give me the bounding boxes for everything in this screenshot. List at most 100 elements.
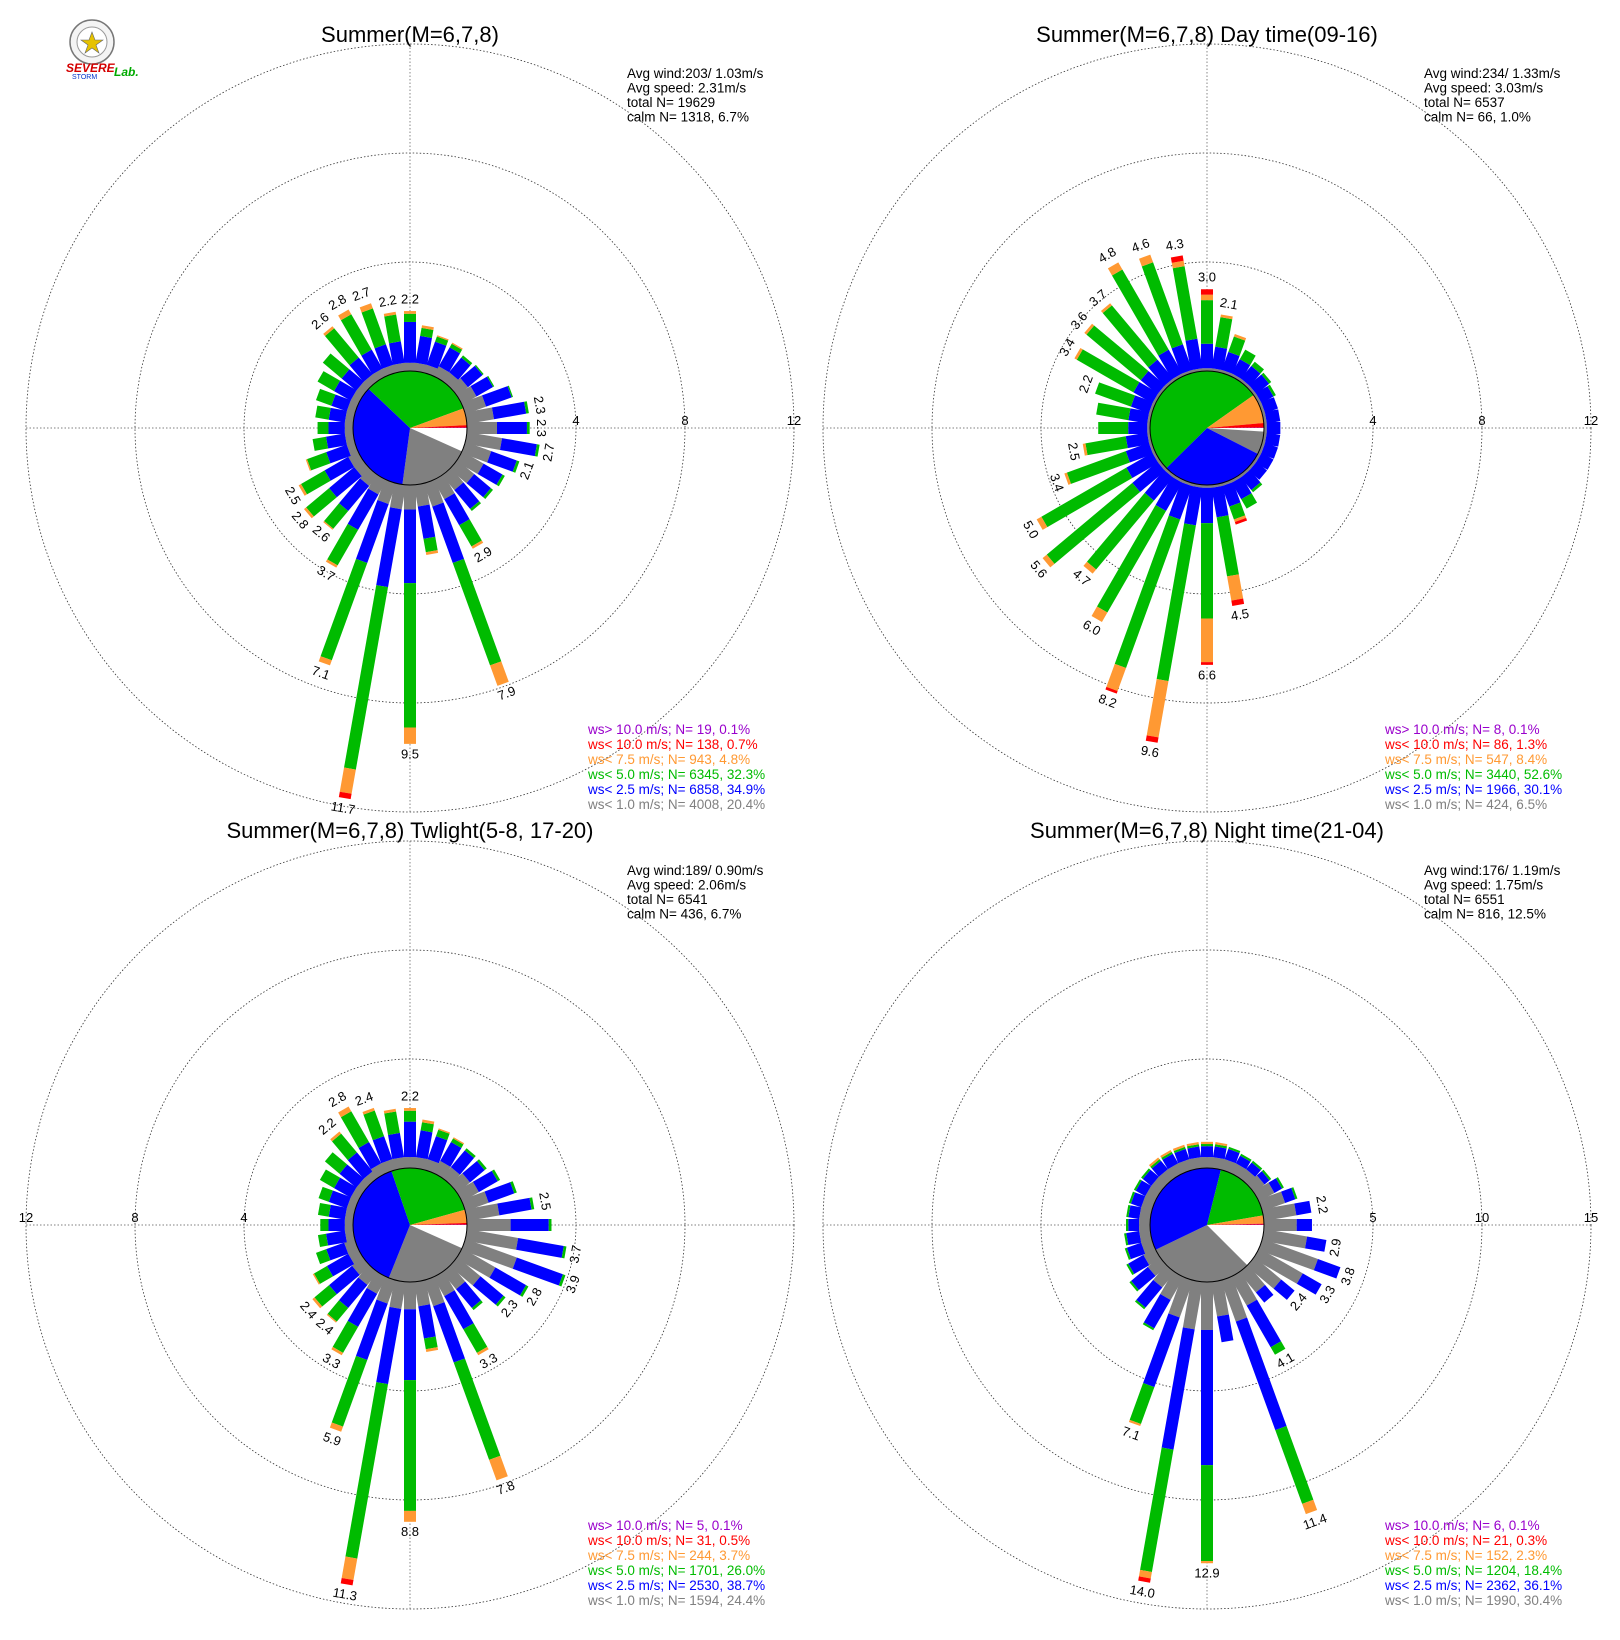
direction-bar-270 [1098, 422, 1151, 434]
bar-label-200: 7.1 [1120, 1423, 1142, 1443]
bar-segment-b1 [1152, 451, 1161, 464]
pie-slice-b2 [352, 388, 410, 485]
bar-segment-b1 [381, 1159, 397, 1174]
direction-bar-170 [413, 483, 439, 555]
bar-segment-b4 [1302, 1499, 1318, 1515]
calm-pie [352, 1167, 468, 1283]
direction-bar-350 [1186, 1142, 1204, 1170]
bar-segment-b1 [1253, 1248, 1303, 1284]
direction-bar-260 [317, 1228, 355, 1247]
bar-segment-b2 [484, 1182, 515, 1203]
bar-segment-b1 [1180, 479, 1194, 487]
bar-segment-b3 [420, 1122, 434, 1133]
bar-segment-b2 [328, 422, 345, 434]
bar-segment-b1 [1168, 1276, 1194, 1318]
bar-segment-b3 [404, 313, 416, 322]
bar-segment-b1 [344, 1228, 355, 1243]
bar-segment-b1 [344, 1219, 353, 1231]
bar-segment-b4 [338, 1106, 352, 1118]
direction-bar-20 [1220, 333, 1247, 377]
direction-bar-350 [383, 1108, 407, 1170]
pie-slice-b4 [410, 1209, 467, 1225]
direction-bar-90 [1263, 422, 1281, 434]
bar-segment-b2 [1235, 1155, 1251, 1170]
direction-bar-180 [404, 485, 416, 744]
bar-segment-b3 [1046, 482, 1141, 564]
bar-label-300: 3.4 [1056, 336, 1078, 359]
legend-entry-b2: ws< 2.5 m/s; N= 2530, 38.7% [587, 1578, 765, 1593]
bar-segment-b4 [404, 311, 416, 314]
bar-label-190: 11.3 [332, 1585, 359, 1604]
bar-segment-b4 [1064, 472, 1071, 485]
bar-segment-b1 [1201, 1282, 1213, 1330]
bar-segment-b1 [1262, 411, 1267, 425]
bar-label-110: 3.9 [563, 1273, 583, 1295]
bar-segment-b2 [326, 1242, 349, 1261]
direction-bar-120 [456, 1248, 529, 1297]
ring-label-2: 12 [19, 1210, 33, 1225]
bar-segment-b4 [1233, 333, 1247, 341]
direction-bar-190 [340, 1280, 407, 1586]
bar-segment-b2 [1256, 1171, 1270, 1185]
direction-bar-60 [456, 375, 495, 405]
bar-label-170: 4.5 [1230, 606, 1250, 624]
bar-segment-b1 [1160, 1271, 1184, 1301]
bar-segment-b4 [1074, 347, 1083, 360]
bar-segment-b3 [1096, 402, 1131, 421]
direction-bar-30 [1230, 349, 1256, 382]
pie-slice-b3 [1150, 371, 1254, 469]
bar-segment-b3 [476, 1159, 487, 1171]
bar-segment-b3 [1214, 1144, 1227, 1149]
direction-bar-70 [461, 1181, 517, 1212]
bar-segment-b2 [1130, 395, 1153, 414]
bar-segment-b3 [1228, 336, 1246, 357]
stat-line-1: Avg speed: 3.03m/s [1424, 81, 1543, 96]
bar-segment-b4 [438, 1128, 451, 1134]
bar-segment-b2 [1231, 359, 1251, 380]
direction-bar-140 [442, 467, 482, 512]
bar-segment-b1 [1153, 1264, 1175, 1288]
bar-segment-b3 [324, 1152, 348, 1174]
bar-segment-b3 [561, 1246, 567, 1259]
bar-segment-b2 [1268, 1178, 1283, 1193]
bar-segment-b1 [404, 1282, 416, 1310]
direction-bar-80 [465, 401, 529, 425]
bar-segment-b1 [1263, 1219, 1297, 1231]
bar-label-250: 3.4 [1047, 472, 1067, 494]
direction-bar-0 [1201, 289, 1213, 371]
direction-bar-110 [461, 1238, 566, 1287]
bar-segment-b2 [347, 1287, 378, 1327]
bar-segment-b3 [495, 1295, 506, 1307]
bar-segment-b1 [1263, 422, 1267, 434]
bar-segment-b3 [471, 1300, 483, 1311]
direction-bar-180 [1201, 485, 1213, 665]
bar-segment-b2 [339, 1164, 364, 1188]
bar-segment-b3 [558, 1274, 566, 1287]
bar-segment-b3 [324, 503, 349, 529]
bar-segment-b2 [1132, 461, 1166, 493]
windrose-panel-4: Summer(M=6,7,8) Night time(21-04) 5 10 15 2.… [822, 818, 1598, 1610]
legend-entry-b6: ws> 10.0 m/s; N= 6, 0.1% [1384, 1518, 1540, 1533]
pie-slice-b2 [1150, 1168, 1221, 1250]
bar-segment-b1 [456, 386, 477, 405]
bar-segment-b3 [1240, 1153, 1252, 1162]
bar-label-200: 8.2 [1097, 691, 1119, 711]
direction-bar-170 [1210, 1280, 1234, 1343]
direction-bar-220 [1083, 467, 1175, 574]
pie-slice-calm [410, 428, 467, 452]
direction-bar-240 [1126, 1248, 1161, 1276]
bar-segment-b4 [1201, 1141, 1213, 1145]
legend-entry-b5: ws< 10.0 m/s; N= 138, 0.7% [587, 737, 758, 752]
pie-slice-b2 [1166, 428, 1258, 485]
bar-segment-b1 [377, 479, 397, 505]
bar-segment-b1 [433, 474, 455, 500]
pie-slice-b3 [391, 1168, 465, 1225]
bar-segment-b4 [451, 342, 463, 350]
direction-bar-330 [1107, 262, 1184, 382]
panel-title: Summer(M=6,7,8) Night time(21-04) [1030, 818, 1384, 843]
bar-segment-b1 [1152, 392, 1161, 405]
bar-segment-b1 [1180, 369, 1194, 377]
direction-bar-190 [1145, 483, 1204, 743]
bar-segment-b1 [433, 1271, 455, 1297]
direction-bar-170 [1210, 483, 1245, 606]
